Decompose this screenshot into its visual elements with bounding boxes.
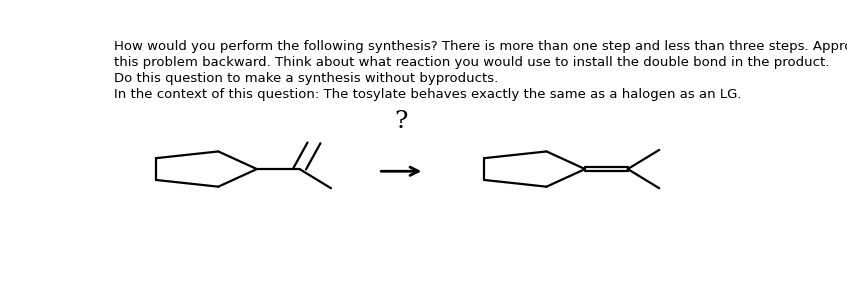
- Text: ?: ?: [395, 110, 408, 133]
- Text: In the context of this question: The tosylate behaves exactly the same as a halo: In the context of this question: The tos…: [113, 88, 741, 101]
- Text: this problem backward. Think about what reaction you would use to install the do: this problem backward. Think about what …: [113, 56, 829, 69]
- Text: Do this question to make a synthesis without byproducts.: Do this question to make a synthesis wit…: [113, 72, 498, 85]
- Text: How would you perform the following synthesis? There is more than one step and l: How would you perform the following synt…: [113, 40, 847, 53]
